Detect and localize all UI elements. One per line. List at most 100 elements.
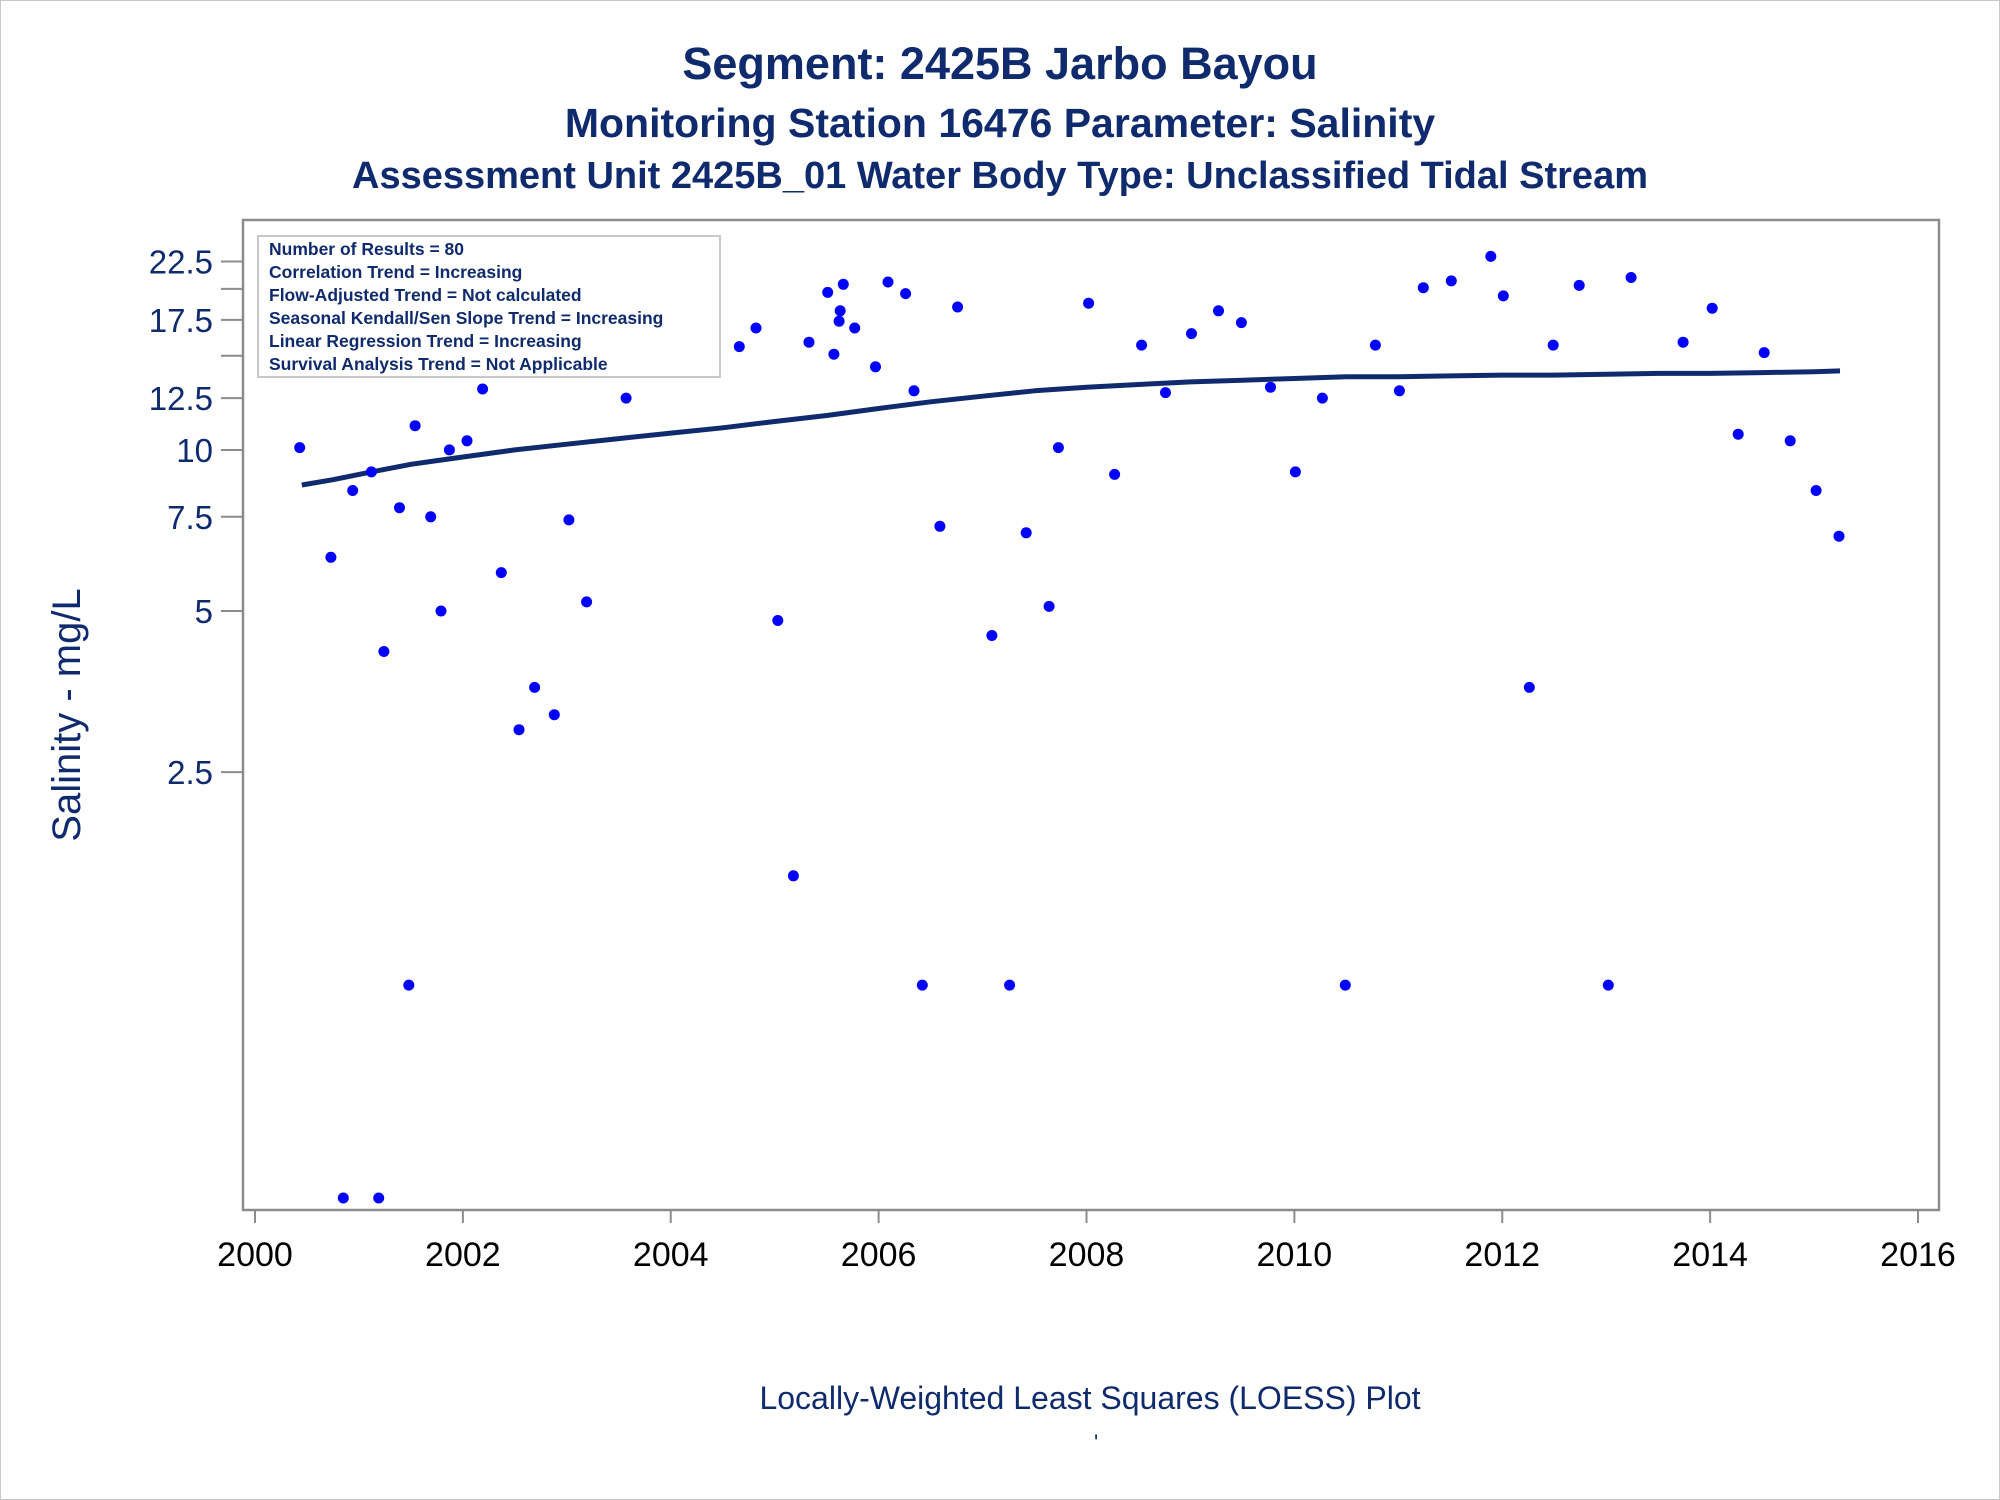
data-point [1497, 290, 1509, 302]
data-point [1109, 468, 1121, 480]
data-point [1523, 681, 1535, 693]
data-point [1547, 339, 1559, 351]
data-point [849, 322, 861, 334]
chart-footnote: Locally-Weighted Least Squares (LOESS) P… [759, 1380, 1421, 1416]
data-point [1573, 279, 1585, 291]
data-point [1417, 282, 1429, 294]
data-point [581, 596, 593, 608]
data-point [1677, 336, 1689, 348]
data-point [1265, 381, 1276, 393]
x-tick-label: 2002 [425, 1236, 501, 1274]
data-point [1393, 385, 1405, 397]
data-point [1052, 442, 1064, 454]
x-tick-label: 2008 [1049, 1236, 1125, 1274]
data-point [822, 286, 834, 298]
data-point [620, 392, 632, 404]
data-point [1020, 527, 1032, 539]
x-tick-label: 2010 [1257, 1236, 1333, 1274]
data-point [1160, 387, 1171, 399]
x-axis: 2000 2002 2004 2006 2008 2010 2012 2014 2016 [217, 1210, 1956, 1274]
x-tick-label: 2014 [1672, 1236, 1748, 1274]
stats-line: Seasonal Kendall/Sen Slope Trend = Incre… [269, 308, 663, 328]
x-tick-label: 2012 [1464, 1236, 1540, 1274]
y-axis-label: Salinity - mg/L [45, 588, 89, 841]
y-axis: 2.5 5 7.5 10 12.5 17.5 22.5 [149, 243, 243, 791]
x-tick-label: 2016 [1880, 1236, 1956, 1274]
data-point [1339, 979, 1351, 991]
data-point [916, 979, 928, 991]
x-tick-label: 2000 [217, 1236, 293, 1274]
data-point [1833, 530, 1845, 542]
data-point [495, 567, 507, 579]
loess-line [301, 368, 1841, 488]
data-point [1625, 272, 1637, 283]
data-point [1706, 302, 1718, 314]
data-point [409, 420, 421, 432]
y-tick-label: 5 [195, 593, 213, 630]
data-point [1043, 600, 1055, 612]
data-point [337, 1192, 349, 1204]
y-tick-label: 22.5 [149, 243, 213, 280]
chart-title: Segment: 2425B Jarbo Bayou [682, 38, 1318, 89]
data-point [828, 348, 840, 360]
data-point [365, 466, 377, 478]
stats-line: Flow-Adjusted Trend = Not calculated [269, 285, 582, 305]
data-point [1485, 250, 1497, 262]
x-tick-label: 2004 [633, 1236, 709, 1274]
data-point [1186, 328, 1197, 340]
data-point [837, 278, 849, 290]
data-point [733, 341, 745, 353]
stats-line: Correlation Trend = Increasing [269, 262, 522, 282]
data-point [833, 315, 845, 327]
data-point [461, 435, 473, 447]
y-tick-label: 2.5 [167, 754, 213, 791]
data-point [477, 383, 489, 395]
data-point [834, 305, 846, 317]
x-tick-label: 2006 [841, 1236, 917, 1274]
data-point [548, 709, 560, 721]
y-tick-label: 17.5 [149, 302, 213, 339]
data-point [1445, 275, 1457, 287]
loess-layer [301, 368, 1841, 488]
data-point [1136, 339, 1148, 351]
data-point [1810, 485, 1822, 496]
y-tick-label: 12.5 [149, 380, 213, 417]
data-point [1758, 347, 1770, 359]
chart-subtitle-2: Assessment Unit 2425B_01 Water Body Type… [352, 155, 1648, 197]
data-point [952, 301, 964, 313]
data-point [908, 385, 920, 397]
data-point [900, 288, 912, 300]
data-point [513, 724, 525, 736]
data-point [1235, 317, 1247, 329]
data-point [986, 630, 998, 641]
data-point [772, 615, 784, 626]
data-point [1602, 979, 1614, 991]
footnote-mark: ' [1094, 1430, 1099, 1455]
data-point [1784, 435, 1796, 447]
y-tick-label: 10 [176, 432, 213, 469]
stats-line: Survival Analysis Trend = Not Applicable [269, 354, 608, 374]
data-point [294, 442, 306, 454]
data-point [1004, 979, 1016, 991]
data-point [750, 322, 762, 334]
data-point [1732, 428, 1744, 440]
points-layer [294, 250, 1845, 1204]
data-point [1316, 392, 1328, 404]
data-point [403, 979, 415, 991]
data-point [1369, 339, 1381, 351]
stats-line: Linear Regression Trend = Increasing [269, 331, 582, 351]
plot-area [241, 218, 1941, 1212]
data-point [803, 336, 815, 348]
data-point [1083, 297, 1095, 309]
data-point [1213, 305, 1224, 317]
data-point [1289, 466, 1301, 478]
data-point [394, 502, 405, 514]
data-point [443, 444, 455, 456]
stats-legend-box: Number of Results = 80 Correlation Trend… [257, 235, 721, 378]
data-point [425, 511, 437, 523]
data-point [378, 646, 390, 657]
y-tick-label: 7.5 [167, 499, 213, 536]
data-point [347, 485, 359, 496]
data-point [787, 870, 799, 882]
